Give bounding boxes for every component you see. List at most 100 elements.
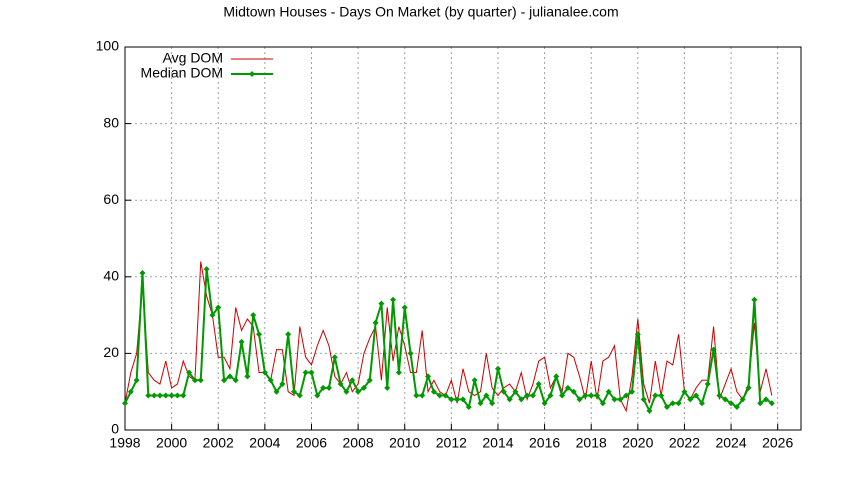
point (611, 396, 618, 403)
point (221, 377, 228, 384)
x-tick-label: 2024 (715, 435, 746, 451)
point (191, 377, 198, 384)
point (506, 396, 513, 403)
point (564, 384, 571, 391)
point (512, 388, 519, 395)
x-tick-label: 2012 (436, 435, 467, 451)
point (337, 381, 344, 388)
point (168, 392, 175, 399)
point (687, 396, 694, 403)
point (256, 331, 263, 338)
point (681, 388, 688, 395)
point (582, 392, 589, 399)
point (768, 400, 775, 407)
point (267, 377, 274, 384)
point (599, 400, 606, 407)
point (314, 392, 321, 399)
point (722, 396, 729, 403)
line-0 (124, 261, 773, 413)
point (203, 266, 210, 273)
point (617, 396, 624, 403)
point (693, 392, 700, 399)
point (401, 304, 408, 311)
point (232, 377, 239, 384)
point (629, 388, 635, 395)
point (425, 373, 432, 380)
point (343, 388, 350, 395)
point (675, 400, 682, 407)
point (436, 392, 443, 399)
x-tick-label: 2014 (482, 435, 513, 451)
point (226, 373, 233, 380)
point (524, 392, 531, 399)
point (663, 404, 670, 411)
point (489, 400, 496, 407)
point (465, 404, 472, 411)
point (448, 396, 455, 403)
point (285, 331, 292, 338)
point (250, 312, 257, 319)
x-tick-label: 2008 (343, 435, 374, 451)
x-tick-label: 2004 (249, 435, 280, 451)
point (308, 369, 315, 376)
point (279, 381, 286, 388)
point (302, 369, 309, 376)
point (483, 392, 490, 399)
point (634, 331, 641, 338)
point (186, 369, 193, 376)
point (122, 400, 128, 407)
point (728, 400, 735, 407)
point (331, 354, 338, 361)
x-tick-label: 2026 (762, 435, 793, 451)
point (547, 392, 554, 399)
x-tick-label: 2018 (576, 435, 607, 451)
x-tick-label: 2000 (156, 435, 187, 451)
point (261, 369, 268, 376)
x-tick-label: 2010 (389, 435, 420, 451)
point (477, 400, 484, 407)
point (640, 396, 647, 403)
point (390, 296, 397, 303)
point (349, 377, 356, 384)
point (751, 296, 758, 303)
legend-label: Median DOM (141, 65, 223, 81)
y-tick-label: 60 (103, 191, 119, 207)
point (623, 392, 630, 399)
point (704, 381, 711, 388)
point (494, 365, 501, 372)
point (360, 384, 367, 391)
point (588, 392, 595, 399)
line-1 (124, 269, 773, 414)
point (162, 392, 169, 399)
point (273, 388, 280, 395)
point (156, 392, 163, 399)
point (133, 377, 140, 384)
point (739, 396, 746, 403)
point (407, 350, 414, 357)
point (238, 338, 245, 345)
point (384, 384, 391, 391)
x-tick-label: 2022 (669, 435, 700, 451)
point (127, 388, 134, 395)
legend-marker (249, 71, 255, 77)
point (698, 400, 705, 407)
point (500, 388, 507, 395)
point (652, 392, 659, 399)
x-tick-label: 2016 (529, 435, 560, 451)
point (145, 392, 152, 399)
y-tick-label: 20 (103, 344, 119, 360)
point (518, 396, 525, 403)
y-tick-label: 80 (103, 114, 119, 130)
x-tick-label: 2020 (622, 435, 653, 451)
point (658, 392, 665, 399)
point (325, 384, 332, 391)
point (576, 396, 583, 403)
y-tick-label: 0 (111, 421, 119, 437)
point (366, 377, 373, 384)
point (378, 300, 385, 307)
point (570, 388, 577, 395)
point (413, 392, 420, 399)
point (454, 396, 461, 403)
